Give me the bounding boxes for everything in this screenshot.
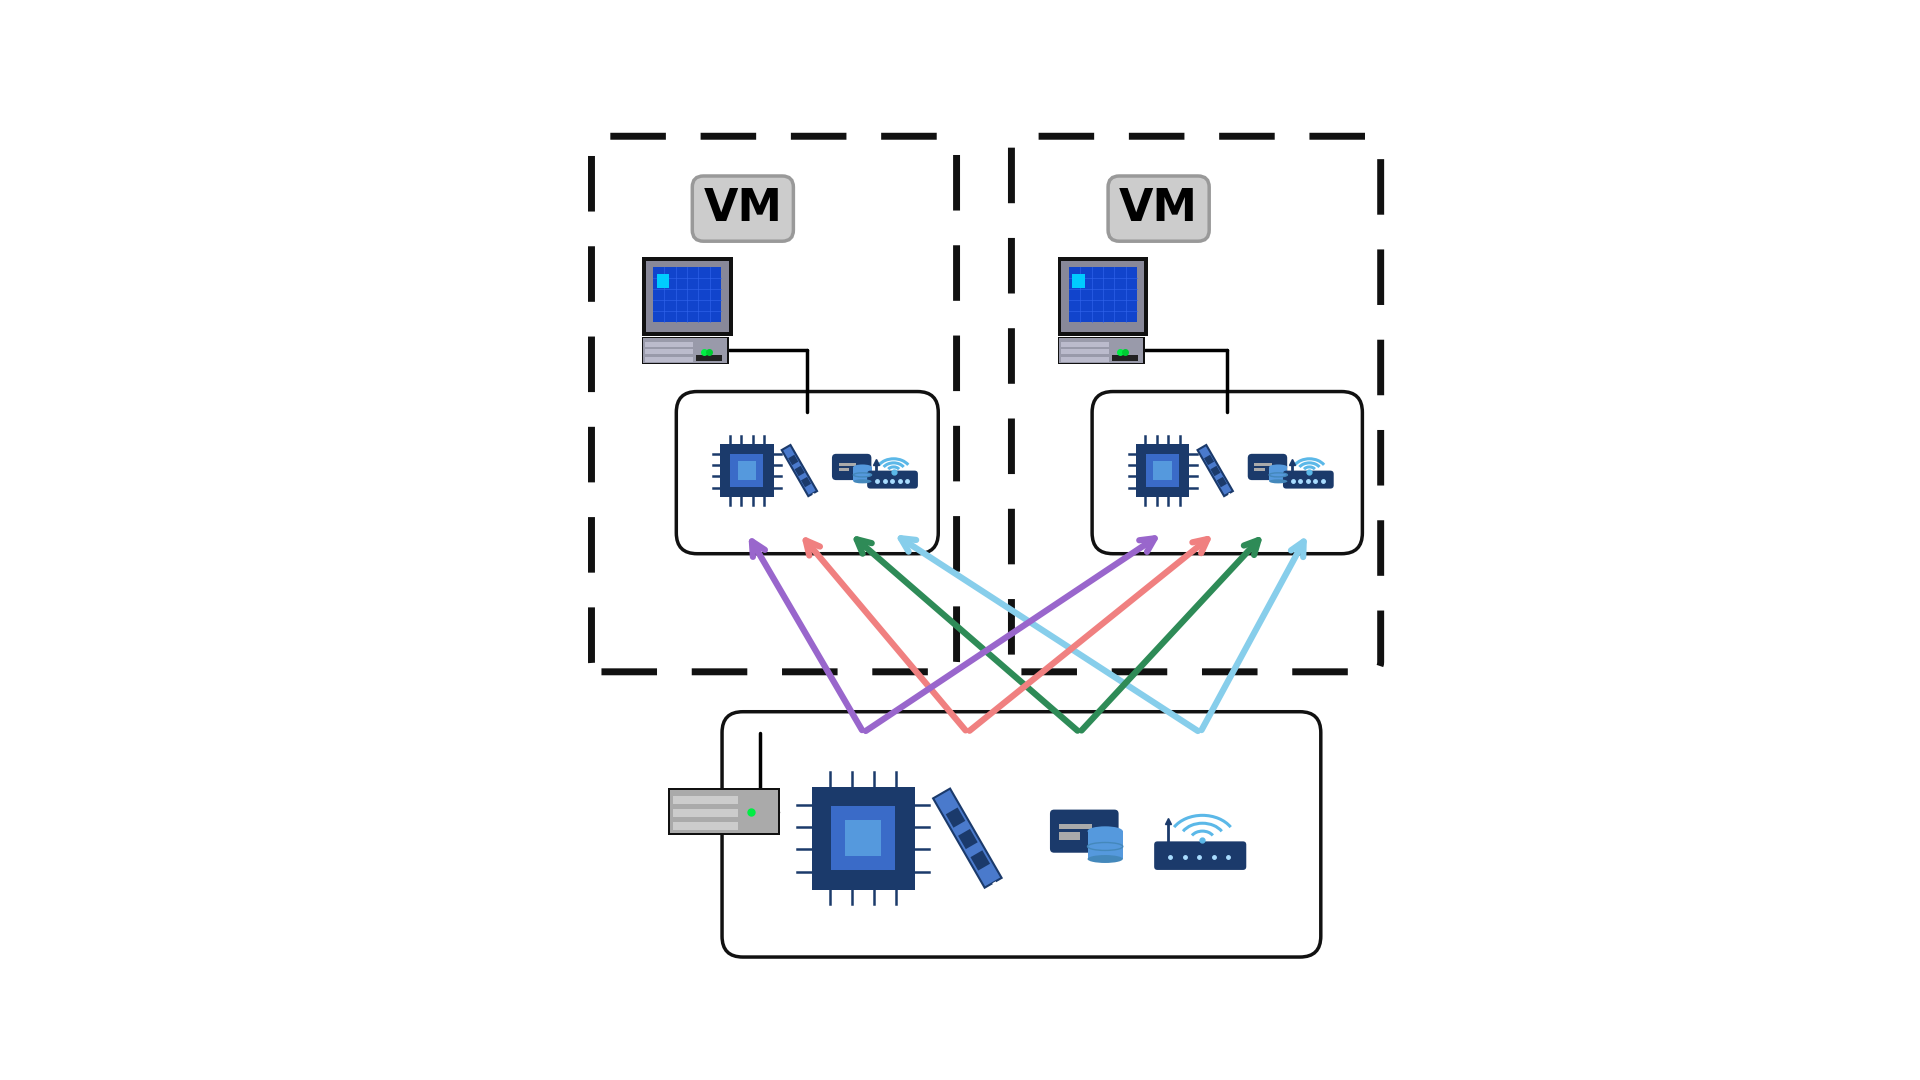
FancyBboxPatch shape [730,454,764,487]
FancyBboxPatch shape [1248,454,1286,481]
FancyBboxPatch shape [672,796,737,805]
FancyBboxPatch shape [1050,810,1119,853]
Polygon shape [781,445,818,496]
FancyBboxPatch shape [653,267,722,322]
Polygon shape [812,492,814,496]
FancyBboxPatch shape [1060,824,1092,829]
Ellipse shape [852,473,872,477]
FancyBboxPatch shape [1269,467,1286,482]
FancyBboxPatch shape [831,454,872,481]
FancyBboxPatch shape [1087,832,1123,859]
Polygon shape [1210,465,1221,476]
FancyBboxPatch shape [722,712,1321,957]
Ellipse shape [1087,855,1123,863]
FancyBboxPatch shape [672,822,737,831]
FancyBboxPatch shape [1062,261,1144,333]
Text: VM: VM [703,187,781,230]
Polygon shape [993,881,996,886]
FancyBboxPatch shape [1283,471,1334,488]
FancyBboxPatch shape [1069,267,1137,322]
FancyBboxPatch shape [1137,444,1188,497]
Ellipse shape [852,464,872,470]
FancyBboxPatch shape [831,806,895,870]
FancyBboxPatch shape [1058,257,1148,336]
FancyBboxPatch shape [645,261,728,333]
FancyBboxPatch shape [1060,350,1108,354]
FancyBboxPatch shape [670,789,778,833]
Polygon shape [933,788,1002,888]
Ellipse shape [1269,473,1286,477]
FancyBboxPatch shape [852,467,872,482]
FancyBboxPatch shape [695,354,722,361]
FancyBboxPatch shape [1112,354,1139,361]
FancyBboxPatch shape [1254,463,1271,467]
FancyBboxPatch shape [676,392,939,554]
FancyBboxPatch shape [812,786,916,890]
FancyBboxPatch shape [672,809,737,818]
Polygon shape [795,465,804,476]
Polygon shape [947,808,966,827]
Ellipse shape [1087,826,1123,836]
FancyBboxPatch shape [641,257,733,336]
FancyBboxPatch shape [1146,454,1179,487]
FancyBboxPatch shape [1060,357,1108,362]
Ellipse shape [1269,480,1286,484]
FancyBboxPatch shape [720,444,774,497]
FancyBboxPatch shape [645,342,693,347]
Text: VM: VM [1119,187,1198,230]
FancyBboxPatch shape [868,471,918,488]
FancyBboxPatch shape [839,463,856,467]
Polygon shape [1198,445,1233,496]
FancyBboxPatch shape [668,788,780,835]
FancyBboxPatch shape [1092,392,1363,554]
FancyBboxPatch shape [1154,461,1171,480]
FancyBboxPatch shape [645,350,693,354]
Polygon shape [1217,477,1227,487]
Polygon shape [789,455,799,465]
FancyBboxPatch shape [1058,337,1144,364]
FancyBboxPatch shape [1060,342,1108,347]
Ellipse shape [852,480,872,484]
FancyBboxPatch shape [645,357,693,362]
Ellipse shape [1087,842,1123,850]
FancyBboxPatch shape [657,273,668,287]
FancyBboxPatch shape [1154,841,1246,869]
Polygon shape [1204,455,1213,465]
FancyBboxPatch shape [1060,338,1142,363]
FancyBboxPatch shape [641,337,730,364]
Polygon shape [801,477,810,487]
FancyBboxPatch shape [839,468,849,472]
FancyBboxPatch shape [1060,833,1081,840]
Polygon shape [970,850,991,870]
Polygon shape [958,828,977,849]
FancyBboxPatch shape [737,461,756,480]
Ellipse shape [1269,464,1286,470]
FancyBboxPatch shape [845,820,881,856]
Polygon shape [1229,492,1231,496]
FancyBboxPatch shape [1071,273,1085,287]
FancyBboxPatch shape [643,338,728,363]
FancyBboxPatch shape [1254,468,1265,472]
